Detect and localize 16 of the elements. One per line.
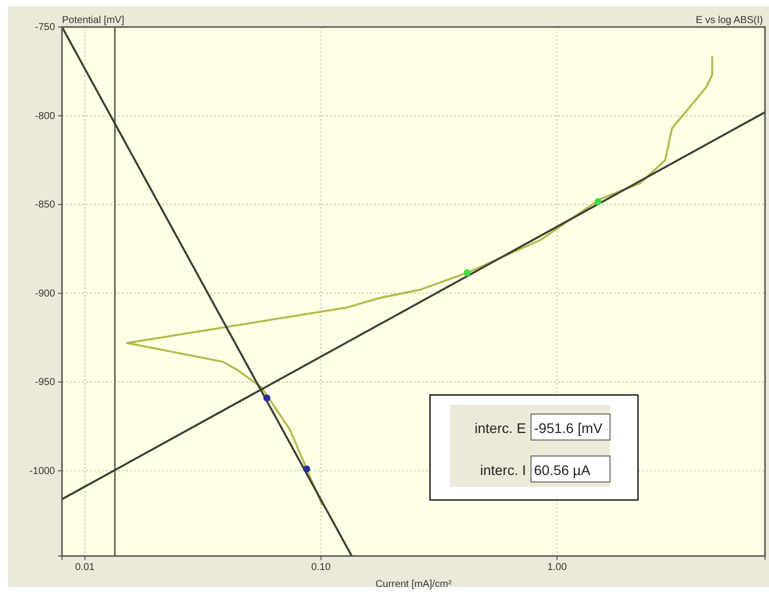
annotation: -951.6 [mV (534, 420, 604, 436)
y-tick-label: -1000 (29, 466, 56, 477)
annotation: interc. E (474, 420, 526, 436)
annotation: 60.56 µA (534, 462, 591, 478)
y-axis-title: Potential [mV] (62, 15, 124, 26)
x-tick-label: 1.00 (547, 562, 568, 574)
chart-title: E vs log ABS(I) (696, 15, 763, 26)
x-tick-label: 0.01 (75, 562, 96, 574)
y-tick-label: -900 (34, 288, 56, 300)
x-tick-label: 0.10 (311, 562, 332, 574)
y-tick-label: -950 (34, 377, 56, 388)
x-axis-title: Current [mA]/cm² (375, 579, 452, 590)
y-tick-label: -750 (34, 22, 56, 34)
annotation: interc. I (480, 462, 526, 478)
y-tick-label: -850 (34, 200, 56, 211)
y-tick-label: -800 (34, 110, 56, 122)
